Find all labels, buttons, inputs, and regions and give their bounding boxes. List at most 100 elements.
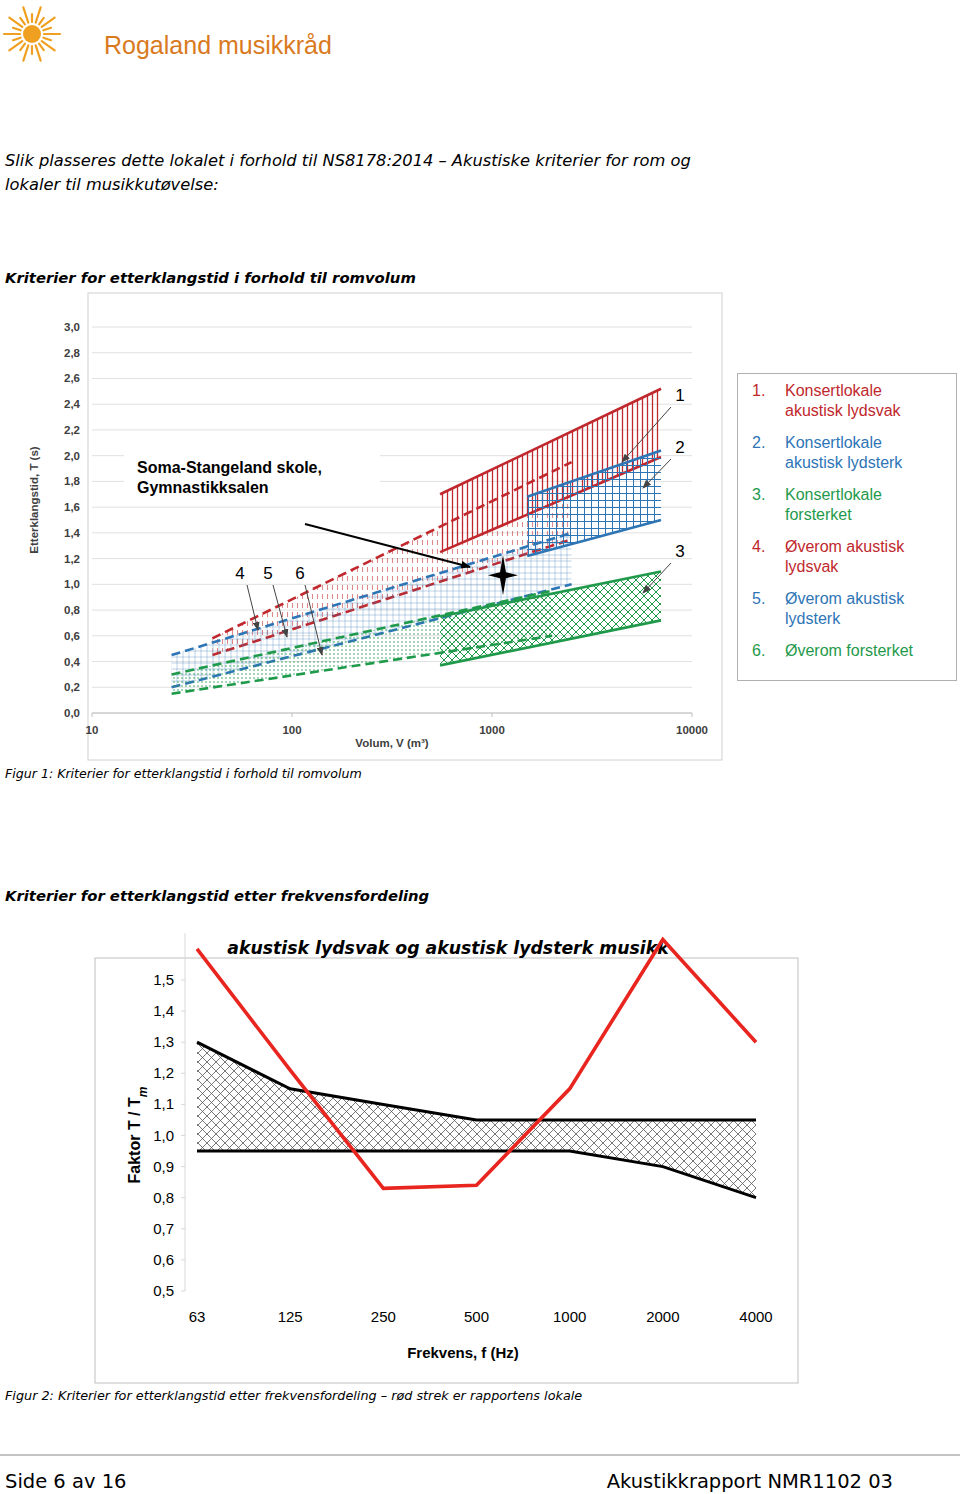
y-tick-label: 0,0 [64, 707, 80, 719]
y-tick [181, 1073, 185, 1074]
legend-number: 6. [752, 641, 785, 661]
x-tick [692, 713, 693, 717]
footer-page: Side 6 av 16 [5, 1470, 126, 1493]
legend-item: 1.Konsertlokale akustisk lydsvak [752, 381, 935, 421]
criteria-band [527, 451, 661, 557]
plot-area [172, 389, 661, 694]
band-pointer [247, 585, 258, 630]
band-number: 5 [263, 564, 272, 583]
logo-ray [44, 33, 60, 35]
figure-caption: Figur 2: Kriterier for etterklangstid et… [5, 1388, 582, 1403]
logo-text: Rogaland musikkråd [104, 31, 332, 59]
y-tick-label: 2,4 [64, 398, 81, 410]
legend-number: 1. [752, 381, 785, 421]
logo-ray [39, 18, 44, 24]
x-tick-label: 63 [189, 1308, 206, 1325]
y-tick [181, 1042, 185, 1043]
y-axis [185, 933, 186, 1291]
chart-title: akustisk lydsvak og akustisk lydsterk mu… [227, 938, 670, 958]
band-edge [527, 451, 661, 497]
band-pointer [305, 585, 322, 655]
annotation-text: Gymnastikksalen [137, 479, 269, 496]
y-tick [181, 1291, 185, 1292]
y-tick-label: 1,4 [64, 527, 81, 539]
logo-ray [13, 28, 21, 30]
chart-frame [95, 958, 798, 1383]
x-axis-label: Volum, V (m³) [355, 737, 428, 749]
logo-sun [23, 25, 41, 43]
y-tick-label: 2,2 [64, 424, 80, 436]
overlay: 1.Konsertlokale akustisk lydsvak 2.Konser… [0, 0, 960, 1494]
section-heading: Kriterier for etterklangstid etter frekv… [5, 887, 430, 904]
y-axis-label-text: Faktor T / T [126, 1097, 143, 1183]
y-tick-label: 1,6 [64, 501, 80, 513]
series-line [197, 1042, 756, 1120]
band-number: 6 [295, 564, 304, 583]
legend-item: 4.Øverom akustisk lydsvak [752, 537, 935, 577]
series-line [197, 940, 756, 1189]
legend-label: Øverom akustisk lydsvak [785, 537, 935, 577]
y-tick-label: 0,2 [64, 681, 80, 693]
annotation-text: Soma-Stangeland skole, [137, 459, 322, 476]
x-tick-label: 500 [464, 1308, 489, 1325]
y-tick [181, 1197, 185, 1198]
grid-line [92, 378, 692, 379]
y-tick-label: 2,0 [64, 450, 80, 462]
logo-ray [43, 38, 51, 40]
y-tick-label: 1,5 [153, 971, 174, 988]
legend-label: Konsertlokale akustisk lydsterk [785, 433, 935, 473]
y-tick-label: 0,9 [153, 1158, 174, 1175]
y-tick-label: 1,8 [64, 475, 81, 487]
logo-ray [43, 28, 51, 30]
criteria-range [197, 1042, 756, 1198]
x-tick-label: 2000 [646, 1308, 679, 1325]
axes: 0,50,60,70,80,91,01,11,21,31,41,56312525… [126, 933, 773, 1361]
x-tick [92, 713, 93, 717]
band-numbers: 123456 [235, 386, 684, 655]
y-axis-label: Etterklangstid, T (s) [28, 446, 40, 554]
series-line [197, 1151, 756, 1198]
logo-ray [42, 18, 55, 27]
band-pointer [643, 563, 671, 593]
y-tick [181, 980, 185, 981]
annotation-box [124, 452, 380, 500]
x-axis [92, 713, 692, 714]
grid-line [92, 404, 692, 405]
band-edge [440, 620, 661, 665]
band-number: 3 [675, 542, 684, 561]
band-number: 1 [675, 386, 684, 405]
logo-ray [9, 41, 22, 50]
x-tick [292, 713, 293, 717]
intro-line: lokaler til musikkutøvelse: [5, 175, 219, 194]
y-tick [181, 1011, 185, 1012]
x-tick-label: 10000 [676, 724, 708, 736]
y-tick-label: 0,7 [153, 1220, 174, 1237]
x-tick [492, 713, 493, 717]
logo-ray [20, 44, 25, 50]
legend-item: 2.Konsertlokale akustisk lydsterk [752, 433, 935, 473]
chart-frame [88, 293, 722, 760]
x-tick-label: 10 [86, 724, 99, 736]
y-tick [181, 1259, 185, 1260]
logo-ray [23, 45, 28, 60]
axes: 0,00,20,40,60,81,01,21,41,61,82,02,22,42… [28, 321, 708, 749]
legend-label: Konsertlokale forsterket [785, 485, 935, 525]
legend: 1.Konsertlokale akustisk lydsvak 2.Konser… [737, 373, 957, 681]
legend-item: 5.Øverom akustisk lydsterk [752, 589, 935, 629]
band-edge [527, 520, 661, 556]
y-tick-label: 2,8 [64, 347, 81, 359]
logo-ray [36, 7, 41, 22]
y-tick-label: 1,0 [153, 1127, 174, 1144]
y-tick-label: 0,8 [153, 1189, 174, 1206]
footer-rule [0, 1455, 960, 1456]
footer-report: Akustikkrapport NMR1102 03 [607, 1470, 893, 1493]
plot-area [197, 940, 756, 1198]
y-tick [181, 1166, 185, 1167]
y-tick-label: 0,8 [64, 604, 81, 616]
logo-ray [13, 38, 21, 40]
y-tick-label: 1,1 [153, 1095, 174, 1112]
figure-caption: Figur 1: Kriterier for etterklangstid i … [5, 766, 362, 781]
x-tick-label: 1000 [479, 724, 505, 736]
legend-label: Øverom akustisk lydsterk [785, 589, 935, 629]
logo-ray [23, 7, 28, 22]
